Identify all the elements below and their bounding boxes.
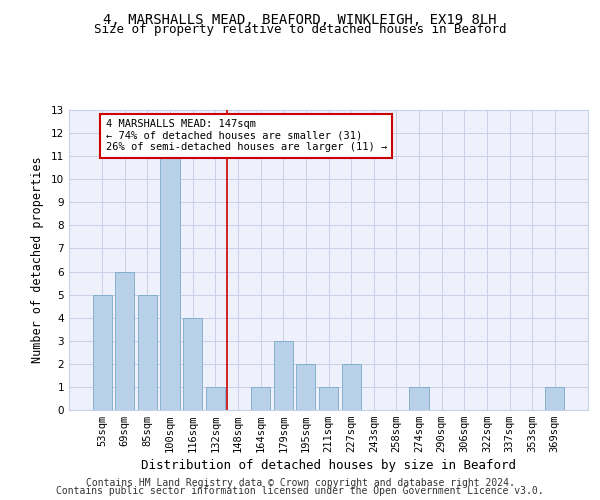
Bar (274, 341, 293, 410)
Y-axis label: Number of detached properties: Number of detached properties (31, 156, 44, 364)
Bar (160, 156, 180, 410)
Text: 4 MARSHALLS MEAD: 147sqm
← 74% of detached houses are smaller (31)
26% of semi-d: 4 MARSHALLS MEAD: 147sqm ← 74% of detach… (106, 119, 387, 152)
Bar (545, 387, 565, 410)
X-axis label: Distribution of detached houses by size in Beaford: Distribution of detached houses by size … (141, 460, 516, 472)
Bar (138, 294, 157, 410)
Bar (206, 387, 225, 410)
Bar (341, 364, 361, 410)
Bar (92, 294, 112, 410)
Bar (115, 272, 134, 410)
Bar (251, 387, 270, 410)
Text: Contains public sector information licensed under the Open Government Licence v3: Contains public sector information licen… (56, 486, 544, 496)
Bar (409, 387, 428, 410)
Text: 4, MARSHALLS MEAD, BEAFORD, WINKLEIGH, EX19 8LH: 4, MARSHALLS MEAD, BEAFORD, WINKLEIGH, E… (103, 12, 497, 26)
Bar (319, 387, 338, 410)
Text: Size of property relative to detached houses in Beaford: Size of property relative to detached ho… (94, 22, 506, 36)
Text: Contains HM Land Registry data © Crown copyright and database right 2024.: Contains HM Land Registry data © Crown c… (86, 478, 514, 488)
Bar (183, 318, 202, 410)
Bar (296, 364, 316, 410)
